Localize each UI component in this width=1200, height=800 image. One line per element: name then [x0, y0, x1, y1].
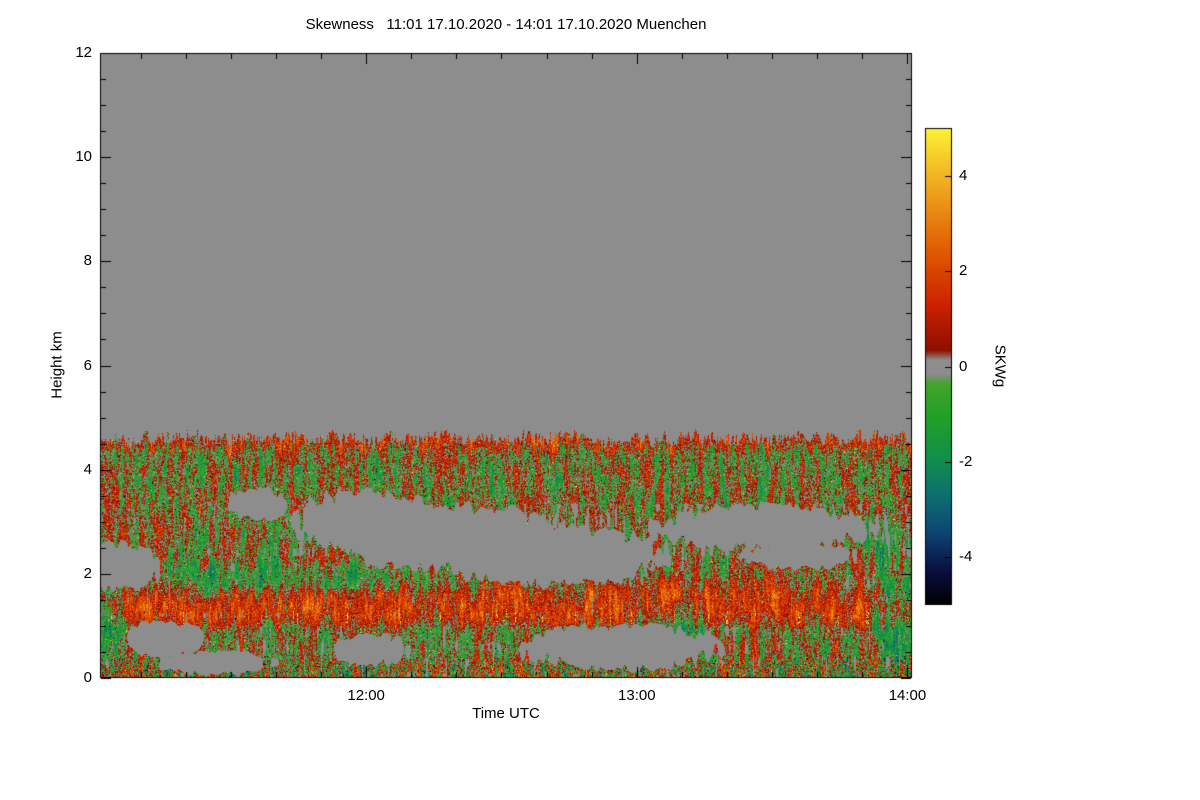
x-axis-label: Time UTC — [472, 705, 540, 722]
colorbar-tick-label: -4 — [959, 548, 973, 566]
x-tick-label: 12:00 — [347, 687, 385, 704]
chart-title: Skewness 11:01 17.10.2020 - 14:01 17.10.… — [305, 16, 707, 33]
colorbar-tick-label: 0 — [959, 357, 968, 375]
y-tick-label: 12 — [75, 44, 92, 61]
y-tick-label: 10 — [75, 148, 92, 166]
y-tick-label: 2 — [83, 564, 92, 582]
y-tick-label: 4 — [83, 460, 92, 478]
y-tick-label: 8 — [83, 252, 92, 270]
x-tick-label: 13:00 — [618, 687, 656, 704]
y-tick-label: 6 — [83, 356, 92, 374]
y-tick-label: 0 — [83, 669, 92, 686]
x-tick-label: 14:00 — [888, 687, 927, 704]
colorbar-tick-label: 4 — [959, 166, 968, 184]
colorbar-tick-label: 2 — [959, 262, 968, 280]
colorbar-tick-label: -2 — [959, 452, 973, 470]
colorbar-label: SKWg — [991, 344, 1009, 388]
